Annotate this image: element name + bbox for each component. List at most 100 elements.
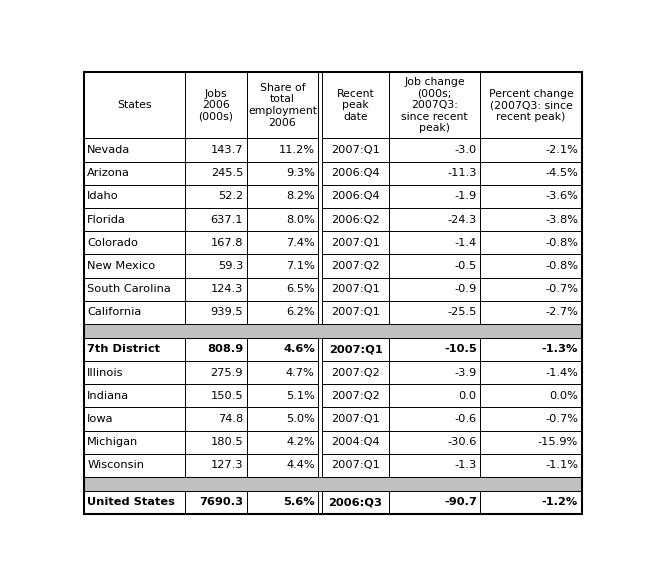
Bar (480, 430, 582, 454)
Text: -10.5: -10.5 (444, 345, 477, 354)
Bar (84, 477, 582, 491)
Bar (389, 407, 480, 430)
Bar (480, 361, 582, 384)
Text: 0.0: 0.0 (459, 391, 477, 401)
Bar (323, 208, 389, 231)
Bar (389, 491, 480, 514)
Bar (185, 162, 247, 185)
Bar (389, 185, 480, 208)
Bar (185, 338, 247, 361)
Bar (185, 278, 247, 301)
Bar (84, 208, 185, 231)
Text: United States: United States (87, 498, 175, 508)
Text: -1.3%: -1.3% (542, 345, 578, 354)
Bar (389, 491, 480, 514)
Text: 2007:Q1: 2007:Q1 (331, 414, 380, 424)
Text: 6.5%: 6.5% (286, 284, 315, 294)
Bar (84, 384, 185, 407)
Text: 8.2%: 8.2% (286, 191, 315, 201)
Text: 2007:Q1: 2007:Q1 (331, 461, 380, 470)
Bar (247, 454, 318, 477)
Bar (84, 338, 185, 361)
Text: Arizona: Arizona (87, 168, 130, 178)
Bar (84, 278, 185, 301)
Bar (480, 338, 582, 361)
Bar (389, 139, 480, 162)
Text: -11.3: -11.3 (447, 168, 477, 178)
Text: 150.5: 150.5 (210, 391, 243, 401)
Bar (323, 454, 389, 477)
Bar (389, 278, 480, 301)
Text: -0.7%: -0.7% (545, 414, 578, 424)
Bar (323, 430, 389, 454)
Bar (84, 430, 185, 454)
Bar (323, 384, 389, 407)
Text: 5.1%: 5.1% (286, 391, 315, 401)
Bar (480, 454, 582, 477)
Bar (480, 231, 582, 255)
Bar (247, 301, 318, 324)
Bar (185, 361, 247, 384)
Bar (389, 430, 480, 454)
Text: Wisconsin: Wisconsin (87, 461, 144, 470)
Bar (247, 430, 318, 454)
Bar (389, 162, 480, 185)
Text: 4.6%: 4.6% (283, 345, 315, 354)
Bar (389, 454, 480, 477)
Text: 6.2%: 6.2% (286, 307, 315, 317)
Bar (389, 208, 480, 231)
Bar (185, 407, 247, 430)
Bar (247, 384, 318, 407)
Bar (247, 231, 318, 255)
Text: 180.5: 180.5 (210, 437, 243, 447)
Bar (480, 139, 582, 162)
Bar (323, 185, 389, 208)
Bar (84, 139, 185, 162)
Bar (84, 185, 185, 208)
Bar (480, 384, 582, 407)
Text: 52.2: 52.2 (218, 191, 243, 201)
Bar (84, 162, 185, 185)
Text: 2006:Q3: 2006:Q3 (328, 498, 383, 508)
Bar (323, 361, 389, 384)
Bar (323, 255, 389, 278)
Bar (185, 208, 247, 231)
Bar (185, 278, 247, 301)
Bar (323, 72, 389, 139)
Bar (84, 72, 185, 139)
Text: California: California (87, 307, 141, 317)
Bar (84, 301, 185, 324)
Bar (247, 491, 318, 514)
Bar (185, 301, 247, 324)
Bar (323, 278, 389, 301)
Bar (247, 361, 318, 384)
Bar (323, 301, 389, 324)
Bar (318, 72, 323, 139)
Bar (84, 454, 185, 477)
Bar (323, 361, 389, 384)
Text: 59.3: 59.3 (217, 261, 243, 271)
Text: South Carolina: South Carolina (87, 284, 171, 294)
Text: Percent change
(2007Q3: since
recent peak): Percent change (2007Q3: since recent pea… (489, 89, 573, 122)
Bar (480, 208, 582, 231)
Bar (480, 454, 582, 477)
Bar (323, 454, 389, 477)
Text: Indiana: Indiana (87, 391, 129, 401)
Text: 74.8: 74.8 (218, 414, 243, 424)
Bar (389, 231, 480, 255)
Bar (389, 384, 480, 407)
Bar (323, 255, 389, 278)
Bar (185, 255, 247, 278)
Bar (84, 162, 185, 185)
Text: -0.8%: -0.8% (545, 238, 578, 248)
Bar (84, 491, 185, 514)
Text: -25.5: -25.5 (447, 307, 477, 317)
Bar (480, 185, 582, 208)
Bar (247, 139, 318, 162)
Bar (480, 301, 582, 324)
Text: 8.0%: 8.0% (286, 215, 315, 224)
Bar (247, 278, 318, 301)
Bar (389, 208, 480, 231)
Bar (318, 255, 323, 278)
Bar (84, 231, 185, 255)
